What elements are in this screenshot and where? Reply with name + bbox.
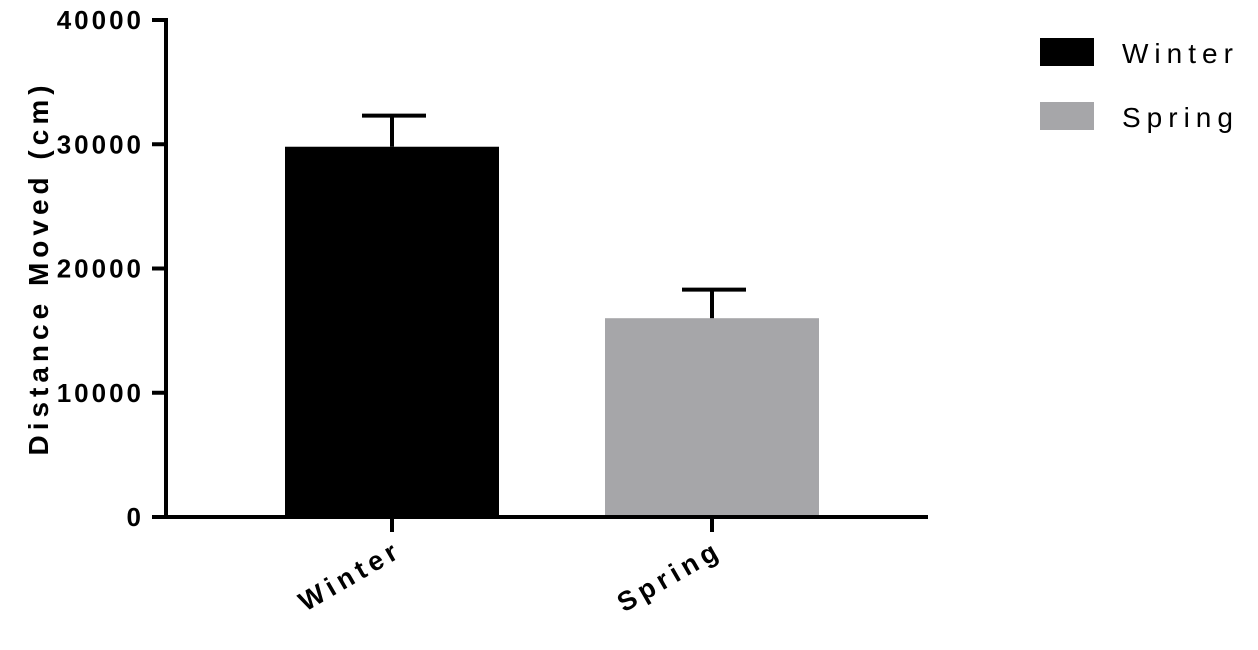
legend-swatch-spring xyxy=(1040,102,1094,130)
x-tick-label-winter: Winter xyxy=(293,534,407,617)
bar-winter xyxy=(285,146,499,518)
legend-label-winter: Winter xyxy=(1122,38,1239,69)
legend: Winter Spring xyxy=(1040,38,1239,133)
legend-label-spring: Spring xyxy=(1122,102,1239,133)
y-tick-label: 40000 xyxy=(57,5,144,35)
plot-area: 0 10000 20000 30000 40000 Winter Spring xyxy=(57,5,928,618)
x-tick-label-spring: Spring xyxy=(612,534,727,618)
legend-swatch-winter xyxy=(1040,38,1094,66)
y-axis-label: Distance Moved (cm) xyxy=(23,80,54,455)
bar-spring xyxy=(605,318,819,517)
y-tick-label: 20000 xyxy=(57,254,144,284)
y-tick-label: 10000 xyxy=(57,378,144,408)
y-tick-label: 0 xyxy=(127,502,144,532)
y-tick-label: 30000 xyxy=(57,129,144,159)
